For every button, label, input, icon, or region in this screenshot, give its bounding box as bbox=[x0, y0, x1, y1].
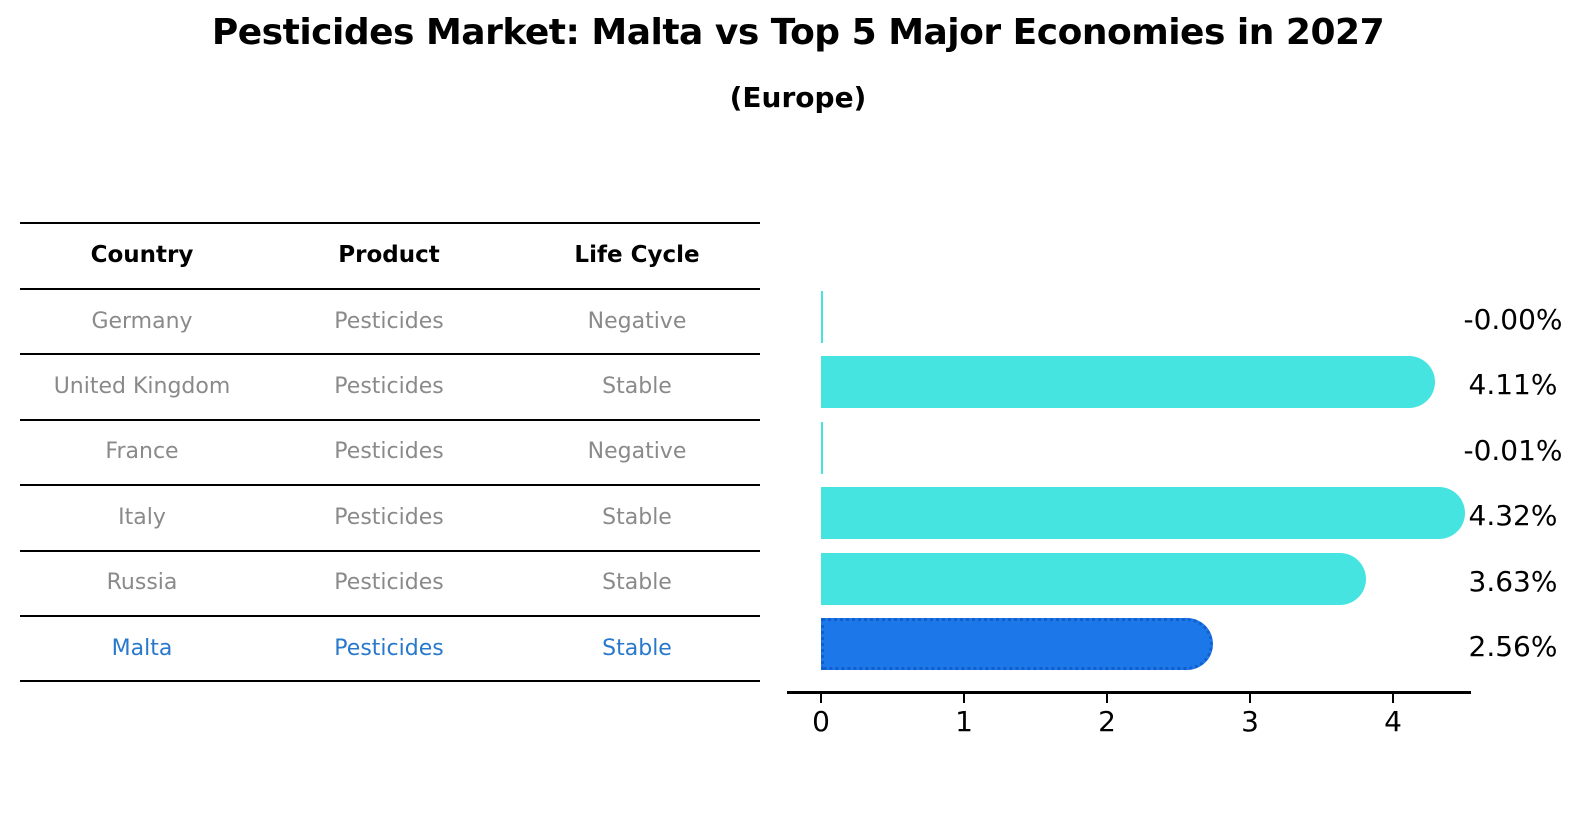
value-label-france: -0.01% bbox=[1463, 433, 1563, 467]
tick-mark bbox=[1392, 694, 1394, 703]
product-cell: Pesticides bbox=[334, 308, 444, 334]
tick-label: 2 bbox=[1098, 705, 1116, 738]
bar-malta-highlighted bbox=[821, 618, 1214, 670]
x-axis-line bbox=[787, 691, 1471, 694]
country-cell: Italy bbox=[118, 504, 166, 530]
country-cell: Malta bbox=[111, 635, 173, 661]
value-label-united-kingdom: 4.11% bbox=[1468, 368, 1558, 402]
tick-mark bbox=[1249, 694, 1251, 703]
lifecycle-cell: Stable bbox=[602, 635, 672, 661]
value-label-italy: 4.32% bbox=[1468, 499, 1558, 533]
tick-label: 3 bbox=[1241, 705, 1259, 738]
bar-france bbox=[821, 421, 823, 474]
country-cell: France bbox=[105, 439, 179, 465]
country-cell: Russia bbox=[106, 570, 178, 596]
country-cell: United Kingdom bbox=[53, 373, 231, 399]
tick-label: 4 bbox=[1384, 705, 1402, 738]
product-cell: Pesticides bbox=[334, 635, 444, 661]
bar-italy bbox=[821, 487, 1465, 540]
product-cell: Pesticides bbox=[334, 504, 444, 530]
lifecycle-cell: Stable bbox=[602, 570, 672, 596]
chart-subtitle: (Europe) bbox=[729, 81, 867, 114]
column-header-country: Country bbox=[90, 242, 194, 269]
bar-russia bbox=[821, 552, 1367, 605]
product-cell: Pesticides bbox=[334, 373, 444, 399]
table-row-malta: Malta Pesticides Stable bbox=[20, 617, 760, 683]
lifecycle-cell: Stable bbox=[602, 504, 672, 530]
bar-germany bbox=[821, 291, 823, 343]
product-cell: Pesticides bbox=[334, 439, 444, 465]
bar-united-kingdom bbox=[821, 356, 1435, 409]
lifecycle-cell: Stable bbox=[602, 373, 672, 399]
lifecycle-cell: Negative bbox=[587, 308, 687, 334]
value-label-germany: -0.00% bbox=[1463, 303, 1563, 336]
tick-label: 1 bbox=[955, 705, 973, 738]
country-cell: Germany bbox=[91, 308, 193, 334]
lifecycle-cell: Negative bbox=[587, 439, 687, 465]
table-row-russia: Russia Pesticides Stable bbox=[20, 552, 760, 617]
column-header-product: Product bbox=[338, 242, 440, 269]
tick-label: 0 bbox=[812, 705, 830, 738]
table-row-germany: Germany Pesticides Negative bbox=[20, 290, 760, 356]
column-header-lifecycle: Life Cycle bbox=[574, 242, 700, 269]
tick-mark bbox=[963, 694, 965, 703]
table-row-france: France Pesticides Negative bbox=[20, 421, 760, 487]
table-header-row: Country Product Life Cycle bbox=[20, 224, 760, 290]
value-label-russia: 3.63% bbox=[1468, 564, 1558, 598]
tick-mark bbox=[1106, 694, 1108, 703]
table-row-italy: Italy Pesticides Stable bbox=[20, 486, 760, 552]
tick-mark bbox=[820, 694, 822, 703]
product-cell: Pesticides bbox=[334, 570, 444, 596]
country-table: Country Product Life Cycle Germany Pesti… bbox=[20, 222, 760, 683]
value-label-malta: 2.56% bbox=[1468, 630, 1558, 663]
chart-title: Pesticides Market: Malta vs Top 5 Major … bbox=[211, 12, 1385, 53]
table-row-united-kingdom: United Kingdom Pesticides Stable bbox=[20, 355, 760, 421]
